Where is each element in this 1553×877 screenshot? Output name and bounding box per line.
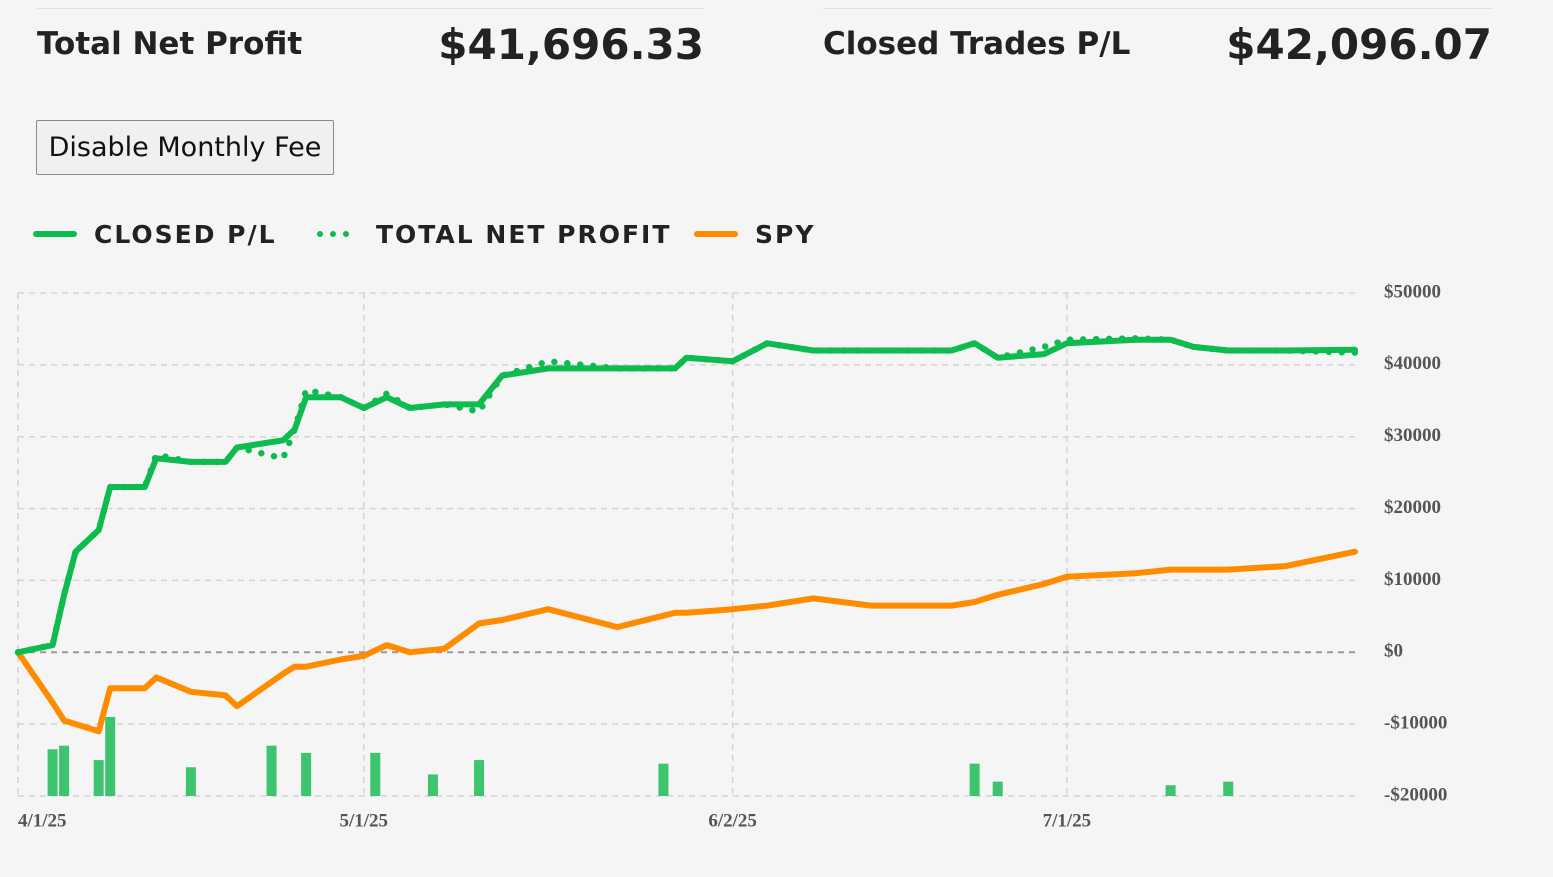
volume-bar (992, 781, 1003, 796)
fee-toggle[interactable]: Disable Monthly Fee (36, 120, 334, 175)
y-tick-label: $20000 (1384, 497, 1441, 518)
series-line (15, 336, 1358, 656)
series-line (15, 548, 1358, 735)
y-tick-label: -$20000 (1384, 784, 1447, 805)
volume-bar (301, 752, 312, 796)
volume-bar (370, 752, 381, 796)
volume-bar (185, 767, 196, 796)
volume-bar (474, 760, 485, 796)
series-line (14, 335, 1359, 656)
y-tick-label: $0 (1384, 641, 1403, 662)
y-tick-label: $10000 (1384, 569, 1441, 590)
legend-label: CLOSED P/L (94, 220, 277, 249)
volume-bar (47, 749, 58, 796)
volume-bar (266, 745, 277, 796)
y-tick-label: $30000 (1384, 425, 1441, 446)
stat-value: $41,696.33 (438, 19, 704, 69)
stat-label: Closed Trades P/L (823, 26, 1131, 62)
volume-bar (93, 760, 104, 796)
x-tick-label: 5/1/25 (339, 810, 388, 831)
stat-value: $42,096.07 (1226, 19, 1492, 69)
volume-bar (1165, 785, 1176, 796)
volume-bar (427, 774, 438, 796)
y-tick-label: -$10000 (1384, 713, 1447, 734)
stat-label: Total Net Profit (37, 26, 303, 62)
x-tick-label: 4/1/25 (18, 810, 67, 831)
y-tick-label: $50000 (1384, 281, 1441, 302)
legend-label: SPY (755, 220, 815, 249)
stat-total: Total Net Profit $41,696.33 (37, 8, 704, 79)
x-tick-label: 6/2/25 (708, 810, 757, 831)
volume-bar (105, 716, 116, 796)
volume-bar (59, 745, 70, 796)
stat-closed: Closed Trades P/L $42,096.07 (823, 8, 1492, 79)
volume-bar (1223, 781, 1234, 796)
x-tick-label: 7/1/25 (1043, 810, 1092, 831)
volume-bar (969, 763, 980, 796)
y-tick-label: $40000 (1384, 353, 1441, 374)
volume-bar (658, 763, 669, 796)
legend-label: TOTAL NET PROFIT (376, 220, 671, 249)
